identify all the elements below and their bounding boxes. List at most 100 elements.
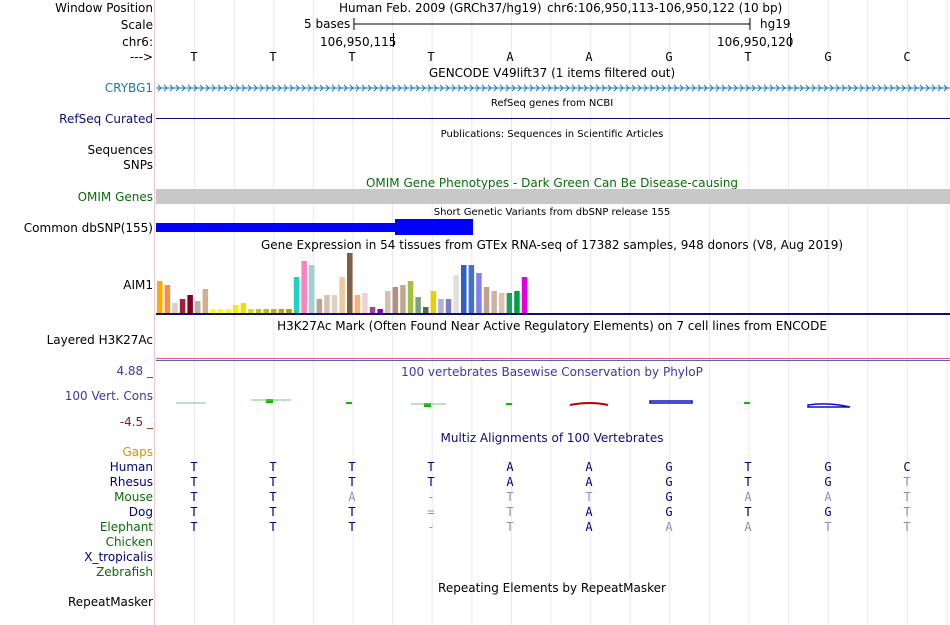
- gtex-tissue-bar[interactable]: [445, 299, 452, 313]
- gtex-tissue-bar[interactable]: [157, 281, 163, 313]
- species-label-dog[interactable]: Dog: [128, 505, 153, 519]
- gaps-label[interactable]: Gaps: [122, 445, 153, 459]
- gtex-tissue-bar[interactable]: [521, 277, 528, 313]
- alignment-base: T: [190, 475, 198, 489]
- dbsnp-track-title[interactable]: Short Genetic Variants from dbSNP releas…: [433, 207, 671, 218]
- gtex-tissue-bar[interactable]: [263, 309, 269, 313]
- gtex-tissue-bar[interactable]: [248, 309, 254, 313]
- alignment-base: A: [585, 460, 593, 474]
- refseq-label[interactable]: RefSeq Curated: [59, 112, 153, 126]
- gtex-tissue-bar[interactable]: [309, 265, 315, 313]
- gtex-tissue-bar[interactable]: [210, 309, 216, 313]
- gtex-tissue-bar[interactable]: [347, 253, 353, 313]
- gencode-track-title[interactable]: GENCODE V49lift37 (1 items filtered out): [428, 66, 676, 80]
- alignment-base: G: [665, 475, 673, 489]
- dbsnp-label[interactable]: Common dbSNP(155): [23, 221, 153, 235]
- species-label-mouse[interactable]: Mouse: [114, 490, 153, 504]
- conservation-track-title[interactable]: 100 vertebrates Basewise Conservation by…: [401, 365, 703, 379]
- gtex-tissue-bar[interactable]: [354, 295, 361, 313]
- refseq-track-title[interactable]: RefSeq genes from NCBI: [490, 98, 614, 109]
- gtex-tissue-bar[interactable]: [430, 291, 437, 313]
- publications-label-snps[interactable]: SNPs: [123, 158, 153, 172]
- refseq-line[interactable]: [156, 118, 950, 119]
- gtex-tissue-bar[interactable]: [217, 309, 224, 313]
- gtex-tissue-bar[interactable]: [506, 293, 513, 313]
- gtex-tissue-bar[interactable]: [225, 309, 231, 313]
- gtex-tissue-bar[interactable]: [400, 285, 406, 313]
- gtex-tissue-bar[interactable]: [415, 297, 421, 313]
- species-label-x_tropicalis[interactable]: X_tropicalis: [84, 550, 153, 564]
- gtex-tissue-bar[interactable]: [423, 307, 429, 313]
- species-label-zebrafish[interactable]: Zebrafish: [96, 565, 153, 579]
- gtex-tissue-bar[interactable]: [278, 309, 285, 313]
- gtex-tissue-bar[interactable]: [331, 295, 338, 313]
- alignment-base: T: [744, 475, 752, 489]
- gtex-tissue-bar[interactable]: [392, 287, 399, 313]
- gtex-tissue-bar[interactable]: [195, 301, 201, 313]
- assembly-text: Human Feb. 2009 (GRCh37/hg19): [339, 1, 542, 15]
- gencode-transcript[interactable]: [156, 82, 950, 94]
- gtex-tissue-bar[interactable]: [164, 285, 171, 313]
- gtex-tissue-bar[interactable]: [377, 309, 383, 313]
- dbsnp-variant-thick[interactable]: [395, 219, 473, 235]
- gtex-tissue-bar[interactable]: [187, 295, 193, 313]
- h3k27ac-track-title[interactable]: H3K27Ac Mark (Often Found Near Active Re…: [277, 319, 827, 333]
- gtex-tissue-bar[interactable]: [407, 281, 414, 313]
- dbsnp-variant-thin[interactable]: [156, 223, 395, 232]
- gtex-tissue-bar[interactable]: [461, 265, 467, 313]
- gtex-tissue-bar[interactable]: [316, 299, 323, 313]
- gtex-tissue-bar[interactable]: [179, 299, 186, 313]
- gtex-tissue-bar[interactable]: [476, 273, 482, 313]
- gtex-tissue-bar[interactable]: [362, 293, 368, 313]
- omim-feature[interactable]: [156, 189, 950, 204]
- gtex-tissue-bar[interactable]: [202, 289, 209, 313]
- alignment-base: T: [269, 475, 277, 489]
- alignment-base: A: [585, 475, 593, 489]
- gtex-tissue-bar[interactable]: [240, 303, 247, 313]
- species-label-human[interactable]: Human: [109, 460, 153, 474]
- gtex-tissue-bar[interactable]: [385, 291, 391, 313]
- position-text[interactable]: chr6:106,950,113-106,950,122 (10 bp): [547, 1, 783, 15]
- omim-label[interactable]: OMIM Genes: [77, 190, 153, 204]
- h3k27ac-label[interactable]: Layered H3K27Ac: [46, 333, 153, 347]
- conservation-plot[interactable]: [156, 395, 950, 411]
- gencode-item-label[interactable]: CRYBG1: [104, 81, 153, 95]
- repeatmasker-label[interactable]: RepeatMasker: [67, 595, 153, 609]
- gtex-tissue-bar[interactable]: [233, 305, 239, 313]
- gtex-tissue-bar[interactable]: [255, 309, 262, 313]
- conservation-label[interactable]: 100 Vert. Cons: [64, 389, 153, 403]
- gtex-tissue-bar[interactable]: [499, 293, 505, 313]
- gtex-track-title[interactable]: Gene Expression in 54 tissues from GTEx …: [260, 238, 844, 252]
- repeatmasker-track-title[interactable]: Repeating Elements by RepeatMasker: [438, 581, 666, 595]
- gtex-tissue-bar[interactable]: [453, 275, 459, 313]
- gtex-tissue-bar[interactable]: [514, 291, 520, 313]
- gtex-tissue-bar[interactable]: [483, 287, 490, 313]
- gtex-label[interactable]: AIM1: [123, 278, 153, 292]
- h3k27ac-signal-2[interactable]: [156, 360, 950, 361]
- h3k27ac-signal-1[interactable]: [156, 358, 950, 359]
- publications-track-title[interactable]: Publications: Sequences in Scientific Ar…: [440, 129, 664, 140]
- gtex-tissue-bar[interactable]: [491, 291, 497, 313]
- gtex-tissue-bar[interactable]: [438, 299, 444, 313]
- gtex-expression-bars[interactable]: [156, 250, 950, 314]
- gtex-tissue-bar[interactable]: [324, 295, 330, 313]
- gtex-tissue-bar[interactable]: [339, 277, 345, 313]
- species-label-rhesus[interactable]: Rhesus: [109, 475, 153, 489]
- multiz-track-title[interactable]: Multiz Alignments of 100 Vertebrates: [440, 431, 664, 445]
- reference-base: A: [585, 50, 593, 64]
- species-label-elephant[interactable]: Elephant: [99, 520, 153, 534]
- gtex-tissue-bar[interactable]: [369, 307, 376, 313]
- gtex-tissue-bar[interactable]: [301, 261, 307, 313]
- gtex-tissue-bar[interactable]: [286, 309, 292, 313]
- alignment-base: G: [665, 505, 673, 519]
- species-label-chicken[interactable]: Chicken: [105, 535, 153, 549]
- gtex-tissue-bar[interactable]: [271, 309, 277, 313]
- gtex-tissue-bar[interactable]: [172, 303, 178, 313]
- coord-left: 106,950,115: [320, 35, 397, 49]
- omim-track-title[interactable]: OMIM Gene Phenotypes - Dark Green Can Be…: [365, 176, 739, 190]
- gtex-tissue-bar[interactable]: [468, 265, 475, 313]
- alignment-base: T: [744, 460, 752, 474]
- gtex-tissue-bar[interactable]: [293, 277, 300, 313]
- alignment-base: G: [665, 460, 673, 474]
- publications-label-sequences[interactable]: Sequences: [87, 143, 153, 157]
